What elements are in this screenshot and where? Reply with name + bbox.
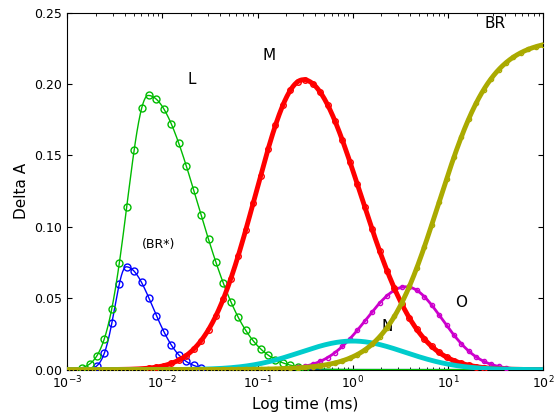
Text: O: O: [456, 294, 468, 310]
Text: N: N: [381, 319, 393, 334]
Text: BR: BR: [484, 16, 505, 31]
Text: (BR*): (BR*): [142, 238, 175, 251]
Text: L: L: [187, 72, 195, 87]
Y-axis label: Delta A: Delta A: [14, 163, 29, 219]
X-axis label: Log time (ms): Log time (ms): [252, 396, 358, 412]
Text: M: M: [263, 47, 276, 63]
